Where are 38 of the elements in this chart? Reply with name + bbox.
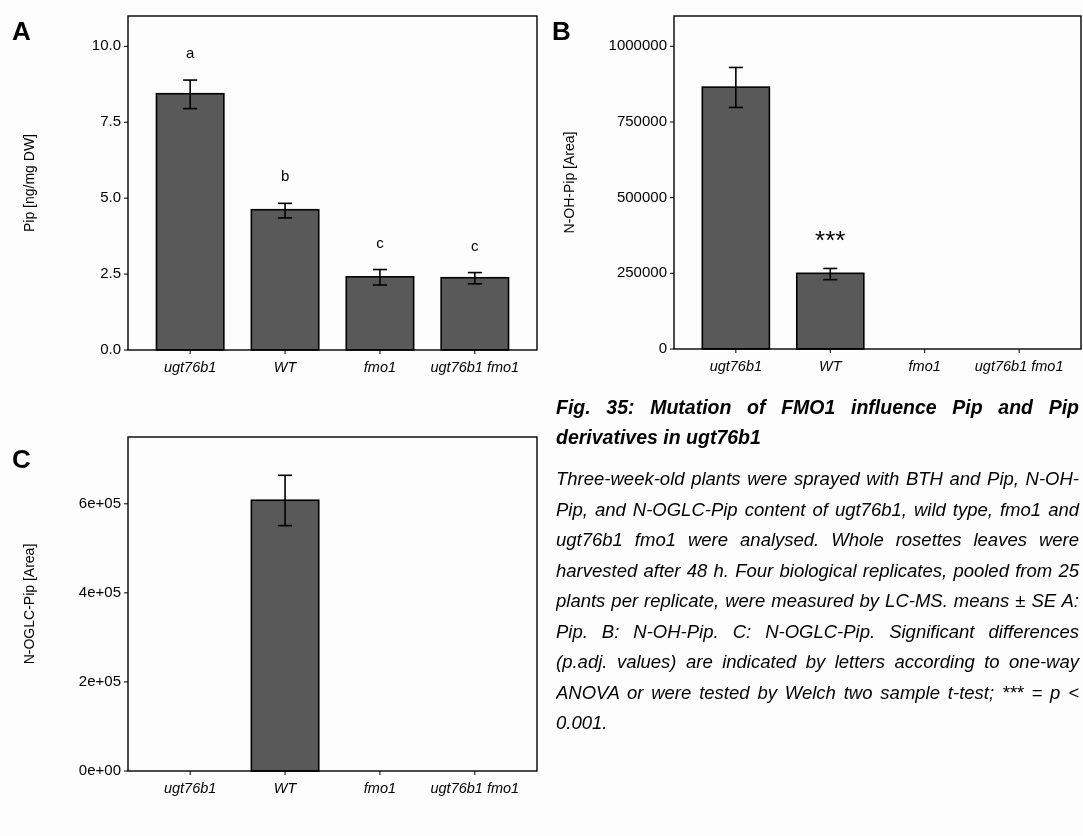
y-tick-label: 2.5 xyxy=(100,264,121,282)
y-tick-label: 250000 xyxy=(616,263,667,281)
data-label: *** xyxy=(815,225,846,256)
y-tick-label: 0.0 xyxy=(100,339,121,357)
chart-title: A xyxy=(12,16,31,46)
x-tick-label: ugt76b1 xyxy=(163,359,217,375)
data-label: c xyxy=(376,233,385,251)
y-tick-label: 7.5 xyxy=(100,112,121,130)
x-tick-label: fmo1 xyxy=(363,780,397,796)
y-tick-label: 0 xyxy=(658,338,667,356)
x-tick-label: ugt76b1 fmo1 xyxy=(430,780,520,796)
y-tick-label: 4e+05 xyxy=(78,582,121,600)
y-tick-label: 750000 xyxy=(616,111,667,129)
y-tick-label: 0e+00 xyxy=(78,760,121,778)
x-tick-label: WT xyxy=(819,358,843,374)
x-tick-label: fmo1 xyxy=(908,358,941,374)
data-label: a xyxy=(185,44,195,62)
x-tick-label: WT xyxy=(273,359,298,375)
x-tick-label: ugt76b1 xyxy=(163,780,217,796)
y-axis-title: Pip [ng/mg DW] xyxy=(21,133,37,233)
x-tick-label: ugt76b1 fmo1 xyxy=(974,358,1064,374)
data-label: b xyxy=(280,167,290,185)
x-tick-label: fmo1 xyxy=(363,359,397,375)
data-label: c xyxy=(471,236,480,254)
y-tick-label: 5.0 xyxy=(100,188,121,206)
x-tick-label: WT xyxy=(273,780,298,796)
y-tick-label: 2e+05 xyxy=(78,671,121,689)
y-tick-label: 6e+05 xyxy=(78,493,121,511)
y-tick-label: 10.0 xyxy=(91,36,121,54)
x-tick-label: ugt76b1 xyxy=(709,358,763,374)
y-axis-title: N-OH-Pip [Area] xyxy=(561,131,577,234)
y-axis-title: N-OGLC-Pip [Area] xyxy=(21,543,37,665)
chart-title: C xyxy=(12,444,31,474)
chart-title: B xyxy=(552,16,571,46)
y-tick-label: 1000000 xyxy=(608,36,667,54)
x-tick-label: ugt76b1 fmo1 xyxy=(430,359,520,375)
text: Fig. 35: Mutation of FMO1 influence Pip and Pip derivatives in ugt76b1 xyxy=(556,395,1079,450)
y-tick-label: 500000 xyxy=(616,187,667,205)
